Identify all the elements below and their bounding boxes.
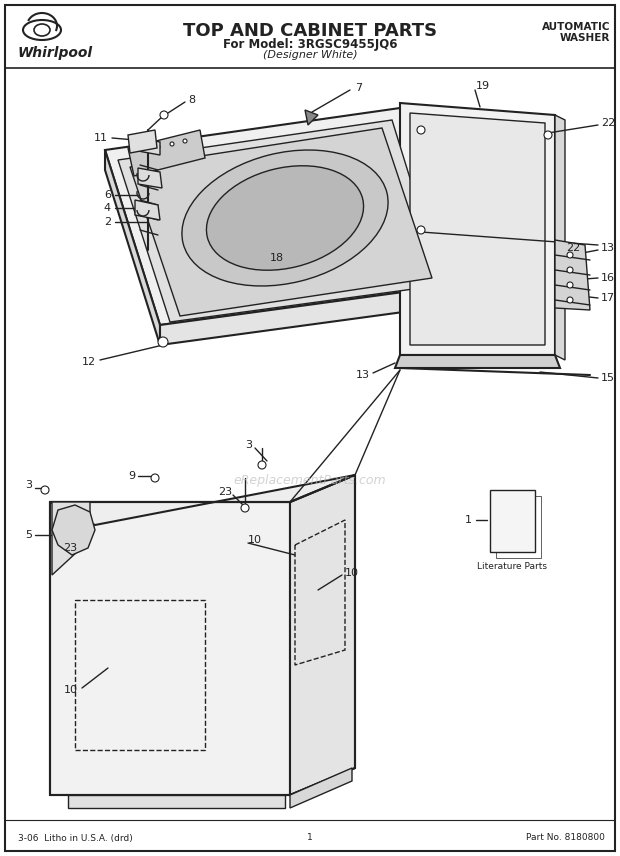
Circle shape <box>151 474 159 482</box>
Text: 17: 17 <box>601 293 615 303</box>
Polygon shape <box>52 505 95 555</box>
Circle shape <box>158 337 168 347</box>
Text: 2: 2 <box>104 217 111 227</box>
Polygon shape <box>555 115 565 360</box>
Polygon shape <box>118 120 443 322</box>
Circle shape <box>170 142 174 146</box>
Ellipse shape <box>182 150 388 286</box>
Polygon shape <box>105 108 455 325</box>
Bar <box>75 600 205 750</box>
Polygon shape <box>52 502 90 575</box>
Polygon shape <box>68 795 285 808</box>
Text: 6: 6 <box>104 190 111 200</box>
Circle shape <box>567 252 573 258</box>
Text: 13: 13 <box>601 243 615 253</box>
Text: 23: 23 <box>63 543 77 553</box>
Circle shape <box>183 139 187 143</box>
Text: 1: 1 <box>307 834 313 842</box>
Text: 3: 3 <box>25 480 32 490</box>
Circle shape <box>160 111 168 119</box>
Text: 4: 4 <box>104 203 111 213</box>
Text: 18: 18 <box>270 253 284 263</box>
Text: 10: 10 <box>64 685 78 695</box>
Circle shape <box>567 282 573 288</box>
Text: Part No. 8180800: Part No. 8180800 <box>526 834 605 842</box>
Text: 16: 16 <box>601 273 615 283</box>
Polygon shape <box>410 113 545 345</box>
Text: 23: 23 <box>218 487 232 497</box>
Polygon shape <box>50 502 290 795</box>
Text: TOP AND CABINET PARTS: TOP AND CABINET PARTS <box>183 22 437 40</box>
Text: Whirlpool: Whirlpool <box>17 46 92 60</box>
Polygon shape <box>128 130 205 176</box>
Text: 15: 15 <box>601 373 615 383</box>
Circle shape <box>417 126 425 134</box>
Polygon shape <box>135 200 160 220</box>
Text: 9: 9 <box>128 471 135 481</box>
Ellipse shape <box>206 166 363 270</box>
Circle shape <box>544 131 552 139</box>
Polygon shape <box>50 475 355 525</box>
Text: WASHER: WASHER <box>560 33 610 43</box>
Text: eReplacementParts.com: eReplacementParts.com <box>234 473 386 486</box>
Text: 5: 5 <box>25 530 32 540</box>
Bar <box>496 496 541 558</box>
Text: 3-06  Litho in U.S.A. (drd): 3-06 Litho in U.S.A. (drd) <box>18 834 133 842</box>
Circle shape <box>417 226 425 234</box>
Text: 8: 8 <box>188 95 195 105</box>
Text: 13: 13 <box>356 370 370 380</box>
Polygon shape <box>130 128 432 316</box>
Text: (Designer White): (Designer White) <box>263 50 357 60</box>
Polygon shape <box>128 130 157 153</box>
Polygon shape <box>138 168 162 188</box>
Text: 10: 10 <box>345 568 359 578</box>
Circle shape <box>143 148 147 152</box>
Text: 1: 1 <box>465 515 472 525</box>
Text: 7: 7 <box>355 83 362 93</box>
Polygon shape <box>395 355 560 368</box>
Circle shape <box>258 461 266 469</box>
Text: 3: 3 <box>245 440 252 450</box>
Circle shape <box>241 504 249 512</box>
Circle shape <box>156 145 160 149</box>
Text: 22: 22 <box>601 118 615 128</box>
Text: 19: 19 <box>476 81 490 91</box>
Text: AUTOMATIC: AUTOMATIC <box>541 22 610 32</box>
Polygon shape <box>105 150 160 345</box>
Bar <box>490 490 535 552</box>
Circle shape <box>41 486 49 494</box>
Text: 22: 22 <box>566 243 580 253</box>
Text: For Model: 3RGSC9455JQ6: For Model: 3RGSC9455JQ6 <box>223 38 397 51</box>
Polygon shape <box>160 285 455 345</box>
Text: 10: 10 <box>248 535 262 545</box>
Text: 11: 11 <box>94 133 108 143</box>
Polygon shape <box>290 475 355 795</box>
Polygon shape <box>138 138 160 155</box>
Text: 12: 12 <box>82 357 96 367</box>
Polygon shape <box>555 240 590 310</box>
Polygon shape <box>400 103 555 355</box>
Text: Literature Parts: Literature Parts <box>477 562 547 571</box>
Polygon shape <box>290 768 352 808</box>
Polygon shape <box>305 110 318 125</box>
Circle shape <box>567 297 573 303</box>
Circle shape <box>567 267 573 273</box>
